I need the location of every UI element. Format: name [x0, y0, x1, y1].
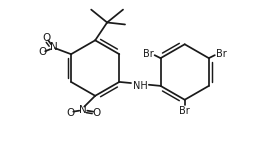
- Text: O: O: [66, 108, 74, 118]
- Text: N: N: [79, 105, 87, 115]
- Text: N: N: [50, 42, 58, 52]
- Text: O: O: [92, 108, 100, 118]
- Text: O: O: [38, 47, 46, 57]
- Text: Br: Br: [216, 49, 227, 59]
- Text: Br: Br: [143, 49, 154, 59]
- Text: NH: NH: [133, 81, 147, 91]
- Text: Br: Br: [179, 106, 190, 116]
- Text: O: O: [42, 33, 50, 43]
